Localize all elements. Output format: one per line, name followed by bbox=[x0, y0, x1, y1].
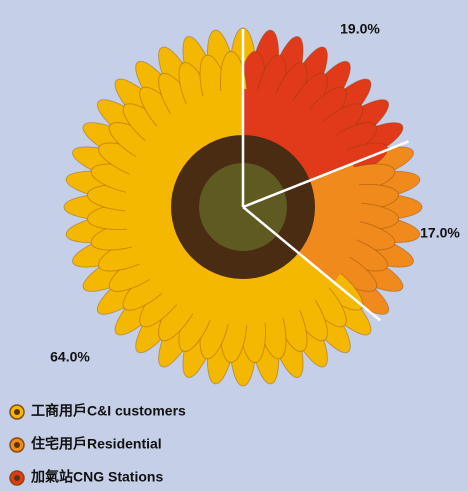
legend-icon-center bbox=[14, 442, 20, 448]
value-label: 17.0% bbox=[420, 225, 460, 241]
value-label: 19.0% bbox=[340, 21, 380, 37]
legend-label: 加氣站CNG Stations bbox=[30, 469, 163, 485]
value-label: 64.0% bbox=[50, 349, 90, 365]
legend-icon-center bbox=[14, 475, 20, 481]
legend-icon-center bbox=[14, 409, 20, 415]
legend-label: 住宅用戶Residential bbox=[31, 436, 162, 452]
chart: 64.0% 17.0% 19.0% 工商用戶C&I customers 住宅用戶Resi… bbox=[0, 0, 468, 491]
legend-label: 工商用戶C&I customers bbox=[31, 403, 186, 419]
